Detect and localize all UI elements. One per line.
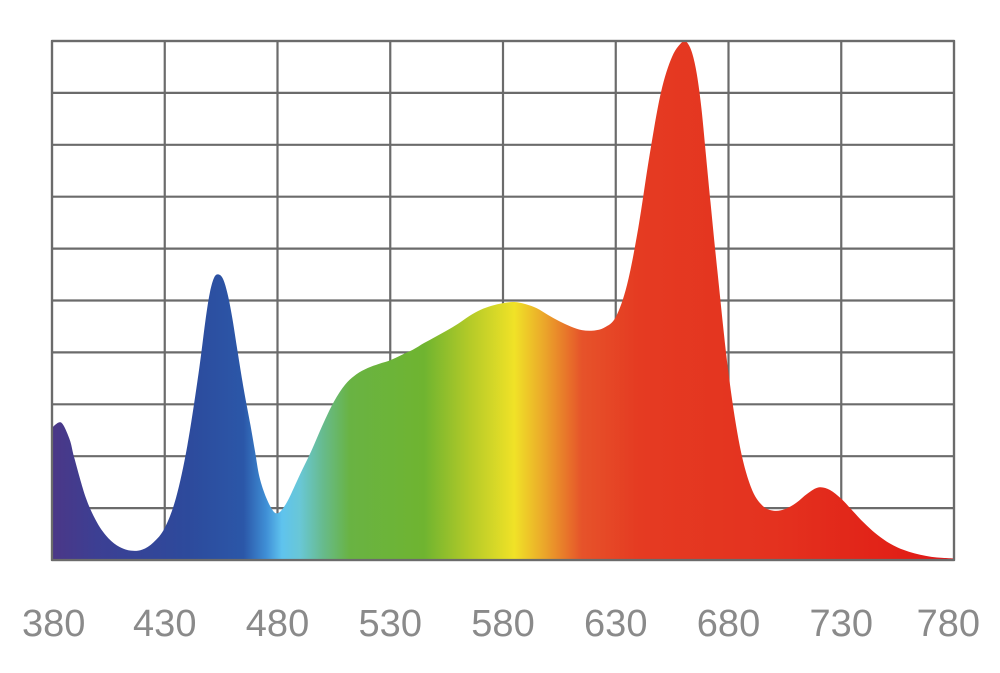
x-tick-label: 380 bbox=[22, 603, 85, 645]
plot-frame bbox=[50, 39, 956, 562]
x-tick-label: 730 bbox=[810, 603, 873, 645]
x-tick-label: 530 bbox=[359, 603, 422, 645]
x-tick-label: 480 bbox=[246, 603, 309, 645]
spectrum-area bbox=[52, 41, 954, 560]
x-tick-label: 630 bbox=[584, 603, 647, 645]
x-tick-label: 780 bbox=[917, 603, 980, 645]
x-tick-label: 680 bbox=[697, 603, 760, 645]
x-tick-label: 430 bbox=[133, 603, 196, 645]
x-tick-label: 580 bbox=[471, 603, 534, 645]
x-tick-labels: 380 430 480 530 580 630 680 730 780 bbox=[22, 603, 980, 645]
